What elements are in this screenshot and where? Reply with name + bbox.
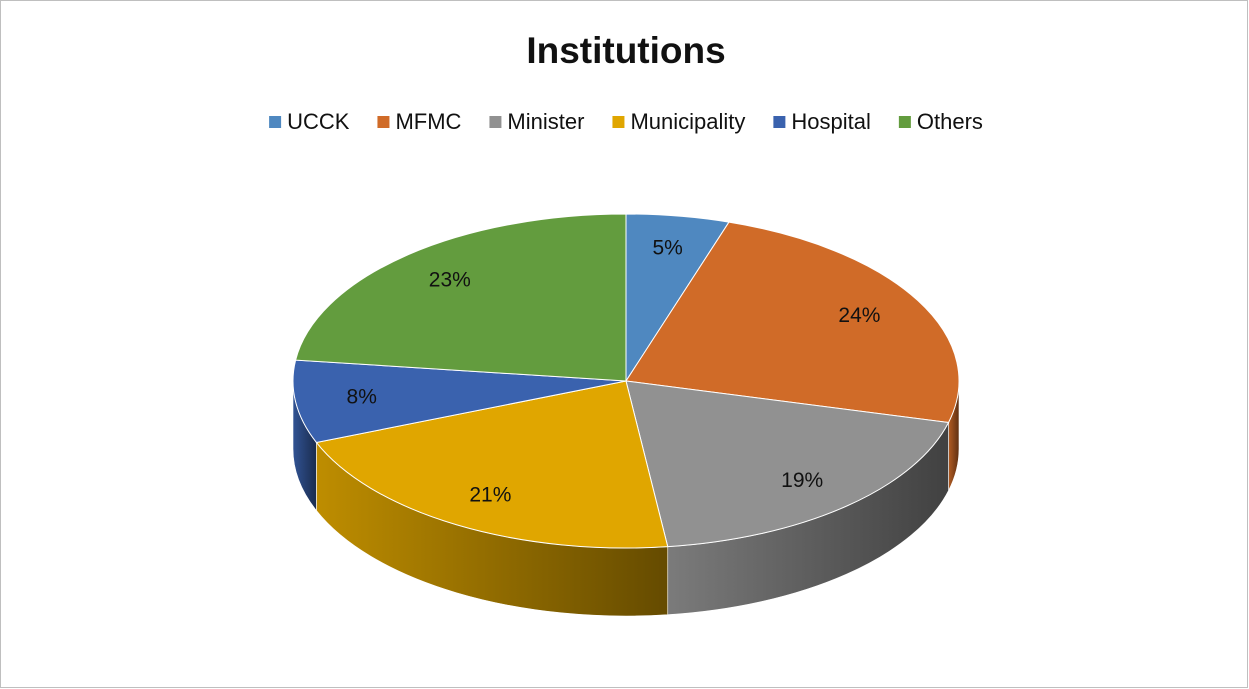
- slice: [625, 221, 960, 424]
- legend-label: Others: [917, 109, 983, 134]
- legend-label: Minister: [507, 109, 584, 134]
- legend-swatch: [898, 116, 911, 128]
- data-label: 23%: [429, 268, 471, 291]
- chart-title: Institutions: [526, 30, 725, 71]
- legend-swatch: [489, 116, 502, 128]
- data-label: 5%: [652, 237, 682, 260]
- slice: [625, 380, 950, 548]
- legend: UCCK MFMC Minister Municipality Hospital Othe…: [269, 109, 983, 134]
- slice: [294, 213, 627, 382]
- data-label: 24%: [838, 304, 880, 327]
- slice: [315, 380, 669, 549]
- legend-label: Municipality: [630, 109, 745, 134]
- legend-swatch: [377, 116, 390, 128]
- legend-swatch: [269, 116, 282, 128]
- legend-label: MFMC: [395, 109, 461, 134]
- legend-label: Hospital: [791, 109, 870, 134]
- data-label: 19%: [781, 469, 823, 492]
- slice: [292, 359, 627, 444]
- legend-swatch: [612, 116, 625, 128]
- legend-label: UCCK: [287, 109, 350, 134]
- data-label: 21%: [469, 484, 511, 507]
- data-label: 8%: [347, 385, 377, 408]
- legend-swatch: [773, 116, 786, 128]
